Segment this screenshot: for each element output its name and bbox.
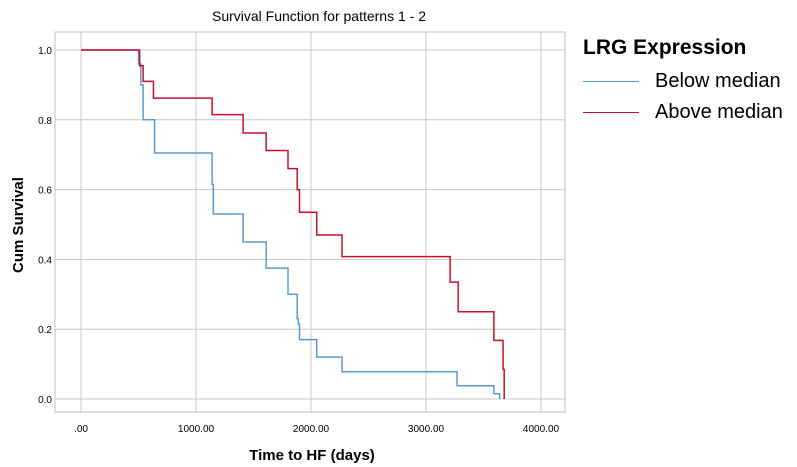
legend-label-above-median: Above median: [655, 101, 783, 123]
legend-swatch-below-median: [583, 81, 639, 82]
series-line-above-median: [81, 49, 505, 399]
x-tick-label: 2000.00: [293, 424, 330, 435]
legend-label-below-median: Below median: [655, 70, 781, 92]
x-tick-label: 1000.00: [178, 424, 215, 435]
series-line-below-median: [81, 49, 501, 399]
y-tick-label: 0.8: [38, 116, 52, 127]
y-tick-label: 0.0: [38, 395, 52, 406]
legend-item-below-median: Below median: [583, 66, 783, 97]
x-tick-label: 3000.00: [408, 424, 445, 435]
legend-title: LRG Expression: [583, 36, 747, 59]
legend: LRG Expression Below median Above median: [583, 36, 783, 128]
legend-swatch-above-median: [583, 112, 639, 113]
y-tick-label: 0.4: [38, 255, 52, 266]
y-tick-label: 0.2: [38, 325, 52, 336]
y-axis-label: Cum Survival: [10, 177, 27, 273]
plot-frame: [54, 31, 566, 413]
y-tick-label: 1.0: [38, 46, 52, 57]
y-tick-label: 0.6: [38, 186, 52, 197]
chart-title: Survival Function for patterns 1 - 2: [212, 8, 426, 24]
x-axis-label: Time to HF (days): [249, 447, 375, 464]
legend-item-above-median: Above median: [583, 97, 783, 128]
x-tick-label: 4000.00: [523, 424, 560, 435]
x-tick-label: .00: [74, 424, 88, 435]
